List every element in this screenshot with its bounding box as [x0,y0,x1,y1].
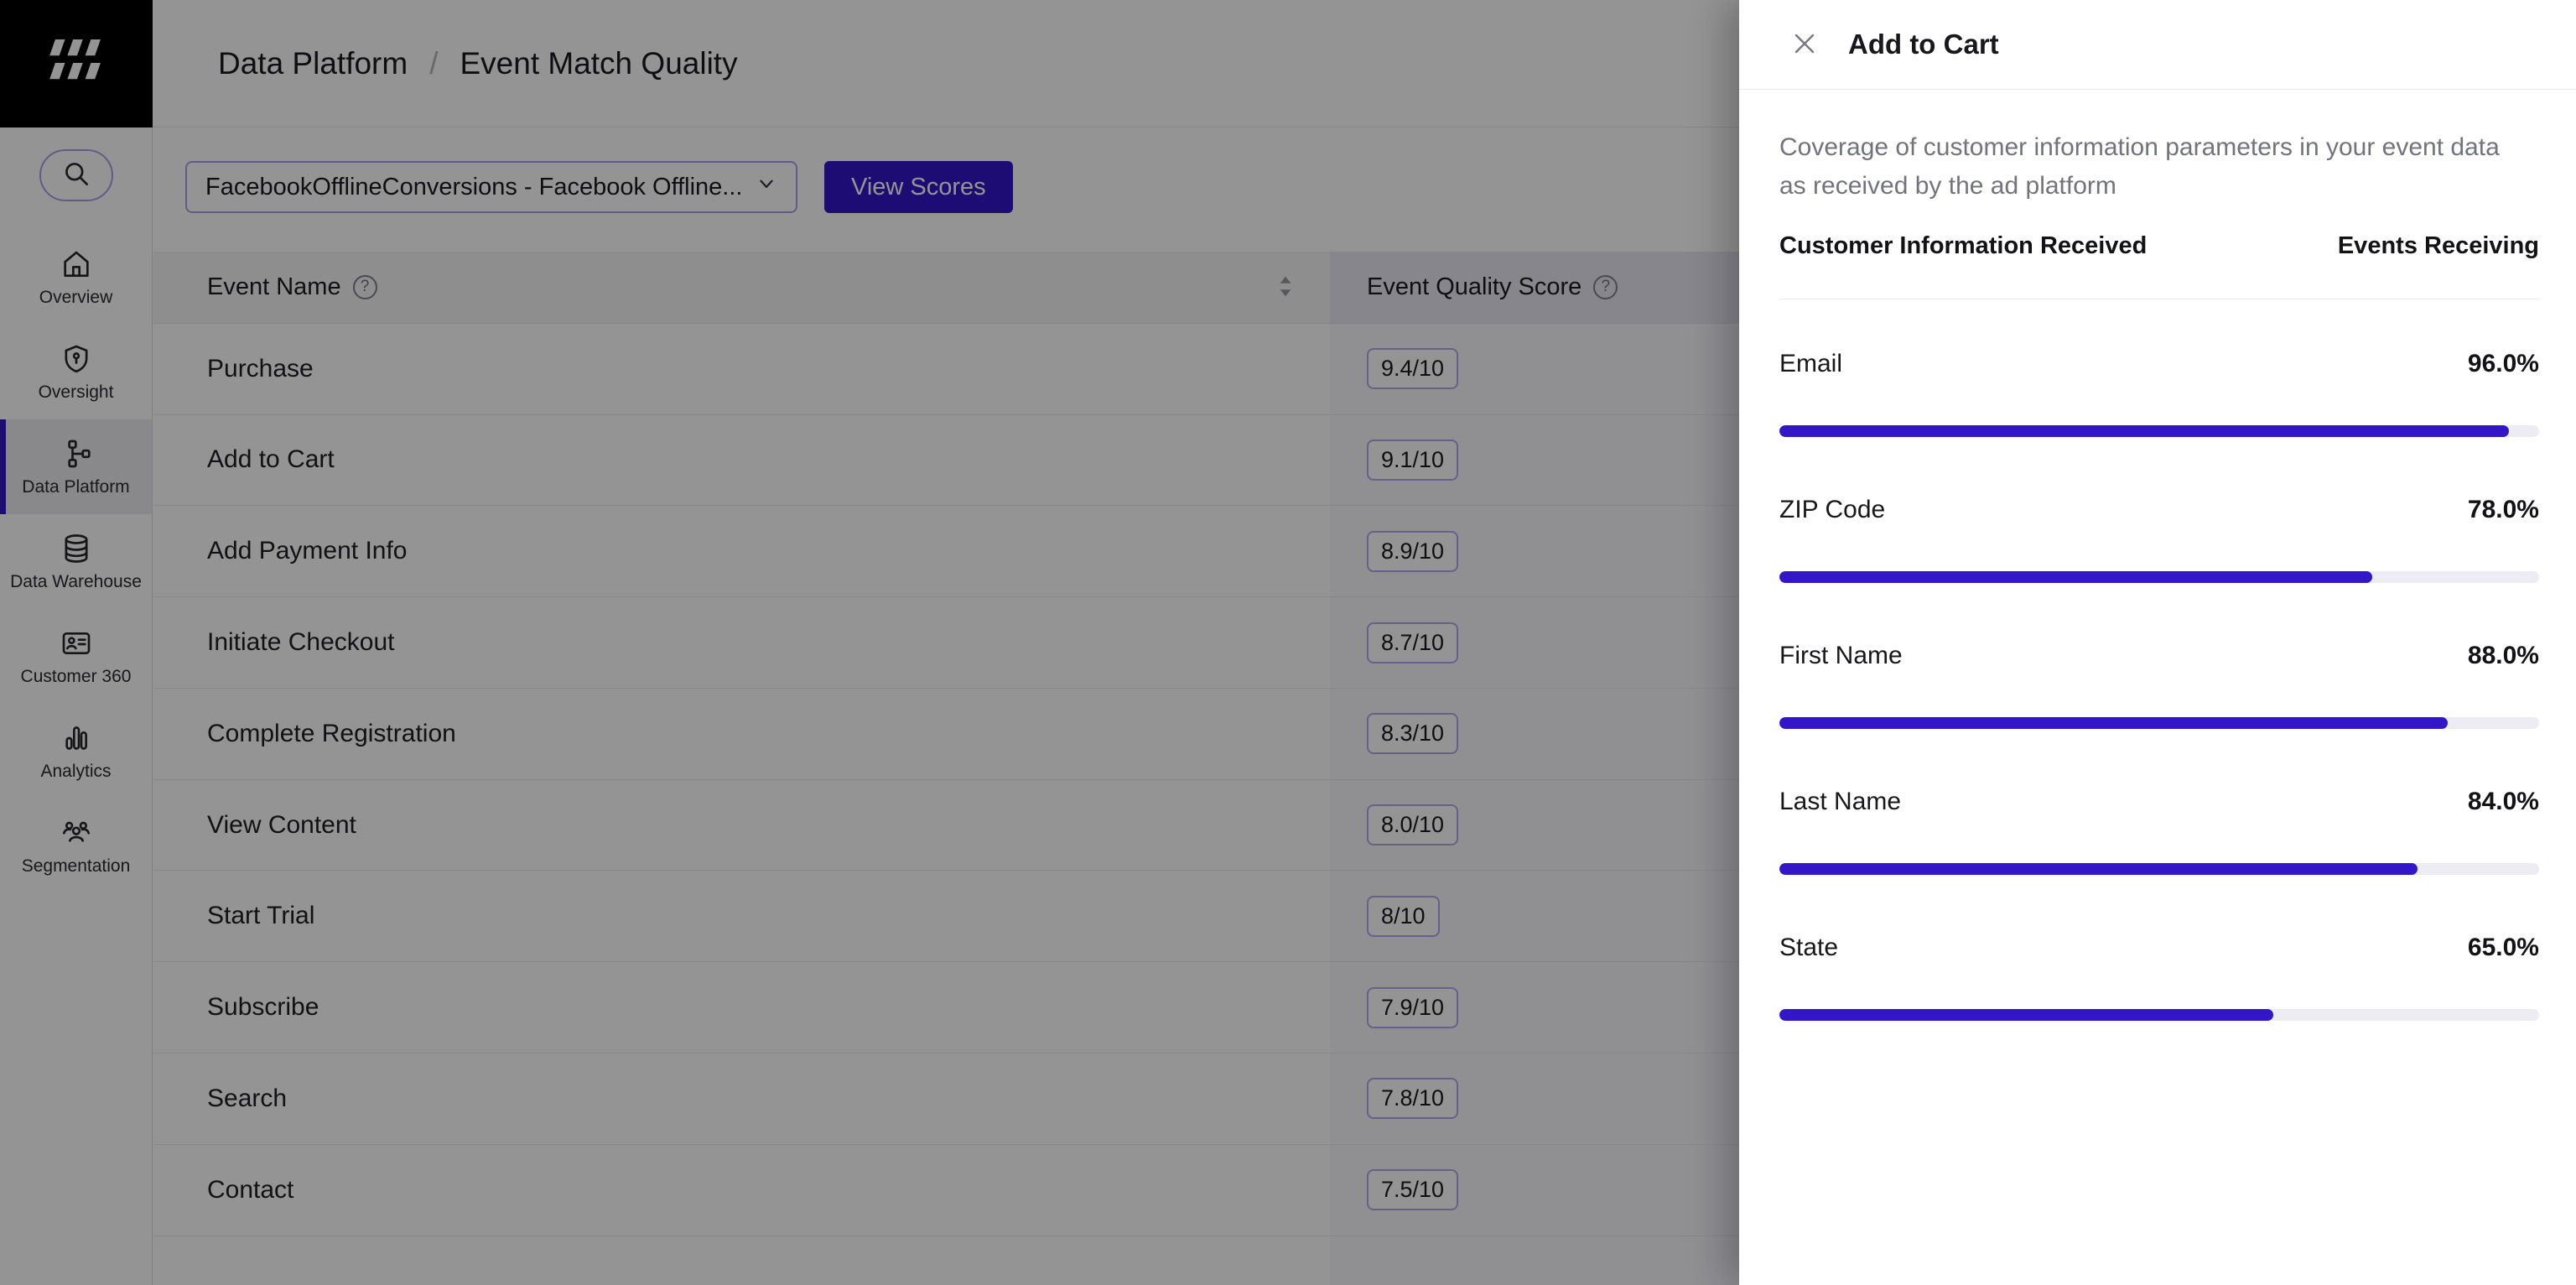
score-badge: 8.9/10 [1367,530,1459,572]
metric-value: 96.0% [2467,350,2539,377]
sidebar-item-label: Segmentation [21,856,131,876]
progress-fill [1779,717,2449,729]
metric-label: State [1779,934,1839,961]
progress-track [1779,863,2539,875]
event-name-cell: Start Trial [207,902,315,930]
sidebar-item-label: Oversight [38,382,114,402]
progress-fill [1779,425,2509,437]
drawer-header: Add to Cart [1739,0,2576,90]
brand-logo[interactable] [0,0,153,127]
score-badge: 7.9/10 [1367,986,1459,1028]
sidebar-item-data-platform[interactable]: Data Platform [0,419,152,514]
shield-icon [60,342,93,376]
users-icon [60,816,93,850]
progress-fill [1779,863,2418,875]
drawer-description: Coverage of customer information paramet… [1779,133,2500,200]
metric-group: ZIP Code 78.0% [1779,492,2539,583]
section-header-right: Events Receiving [2337,232,2539,259]
metric-value: 84.0% [2467,788,2539,815]
sidebar-item-label: Customer 360 [20,667,132,686]
breadcrumb-separator: / [429,46,439,81]
id-card-icon [60,627,93,660]
score-badge: 8.0/10 [1367,804,1459,846]
sidebar-item-customer-360[interactable]: Customer 360 [0,609,152,704]
score-badge: 9.1/10 [1367,439,1459,481]
score-badge: 7.5/10 [1367,1169,1459,1211]
metric-group: Email 96.0% [1779,346,2539,437]
event-name-cell: Add Payment Info [207,537,408,565]
close-button[interactable] [1786,26,1823,63]
breadcrumb: Data Platform / Event Match Quality [218,0,738,127]
drawer-title: Add to Cart [1848,29,1999,60]
event-name-cell: Initiate Checkout [207,628,395,657]
sidebar-item-segmentation[interactable]: Segmentation [0,799,152,893]
progress-track [1779,425,2539,437]
metric-group: First Name 88.0% [1779,638,2539,729]
search-button[interactable] [39,149,113,201]
metric-group: State 65.0% [1779,930,2539,1021]
sidebar-item-label: Overview [39,288,113,307]
bar-chart-icon [60,721,93,755]
toolbar: FacebookOfflineConversions - Facebook Of… [185,161,1013,213]
column-header-event-name[interactable]: Event Name ? [153,252,1330,323]
section-header-left: Customer Information Received [1779,232,2148,259]
metric-label: Email [1779,350,1843,377]
sidebar-item-data-warehouse[interactable]: Data Warehouse [0,514,152,609]
column-header-label: Event Name [207,273,341,300]
breadcrumb-section[interactable]: Data Platform [218,46,408,81]
mparticle-logo-icon [49,39,104,89]
sidebar-item-label: Data Warehouse [10,572,142,591]
drawer-body: Coverage of customer information paramet… [1739,128,2576,1021]
score-badge: 8.3/10 [1367,713,1459,755]
search-icon [60,158,92,194]
chevron-down-icon [756,173,777,201]
progress-fill [1779,571,2372,583]
event-name-cell: Subscribe [207,993,319,1022]
progress-fill [1779,1009,2273,1021]
breadcrumb-page: Event Match Quality [460,46,738,81]
overlay-scrim[interactable] [0,0,1739,1285]
score-badge: 8.7/10 [1367,622,1459,663]
sort-icon[interactable] [1276,252,1295,323]
sidebar-item-analytics[interactable]: Analytics [0,704,152,799]
help-icon[interactable]: ? [352,274,377,299]
event-name-cell: Purchase [207,354,314,382]
section-header-row: Customer Information Received Events Rec… [1779,232,2539,260]
event-name-cell: Search [207,1084,288,1112]
event-name-cell: Add to Cart [207,445,335,474]
metric-group: Last Name 84.0% [1779,784,2539,875]
progress-track [1779,717,2539,729]
sidebar-item-oversight[interactable]: Oversight [0,325,152,419]
event-name-cell: Complete Registration [207,719,456,747]
nav-active-indicator [0,419,6,514]
data-platform-icon [60,437,93,471]
view-scores-button[interactable]: View Scores [824,161,1013,213]
score-badge: 9.4/10 [1367,348,1459,390]
score-badge: 8/10 [1367,895,1440,937]
metric-label: First Name [1779,642,1903,669]
column-header-label: Event Quality Score [1367,273,1582,300]
sidebar-nav: Overview Oversight [0,230,152,893]
help-icon[interactable]: ? [1593,274,1618,299]
metric-value: 88.0% [2467,642,2539,669]
metric-value: 65.0% [2467,934,2539,961]
details-drawer: Add to Cart Coverage of customer informa… [1739,0,2576,1285]
sidebar-item-label: Analytics [40,762,112,781]
sidebar-item-label: Data Platform [22,477,130,497]
database-icon [60,532,93,565]
connection-select[interactable]: FacebookOfflineConversions - Facebook Of… [185,161,797,213]
metric-label: ZIP Code [1779,496,1886,523]
metric-label: Last Name [1779,788,1902,815]
metric-value: 78.0% [2467,496,2539,523]
progress-track [1779,571,2539,583]
sidebar-item-overview[interactable]: Overview [0,230,152,325]
sidebar: Overview Oversight [0,127,153,1285]
event-name-cell: Contact [207,1175,294,1204]
score-badge: 7.8/10 [1367,1078,1459,1120]
progress-track [1779,1009,2539,1021]
close-icon [1790,29,1819,60]
event-name-cell: View Content [207,810,356,839]
home-icon [60,247,93,281]
